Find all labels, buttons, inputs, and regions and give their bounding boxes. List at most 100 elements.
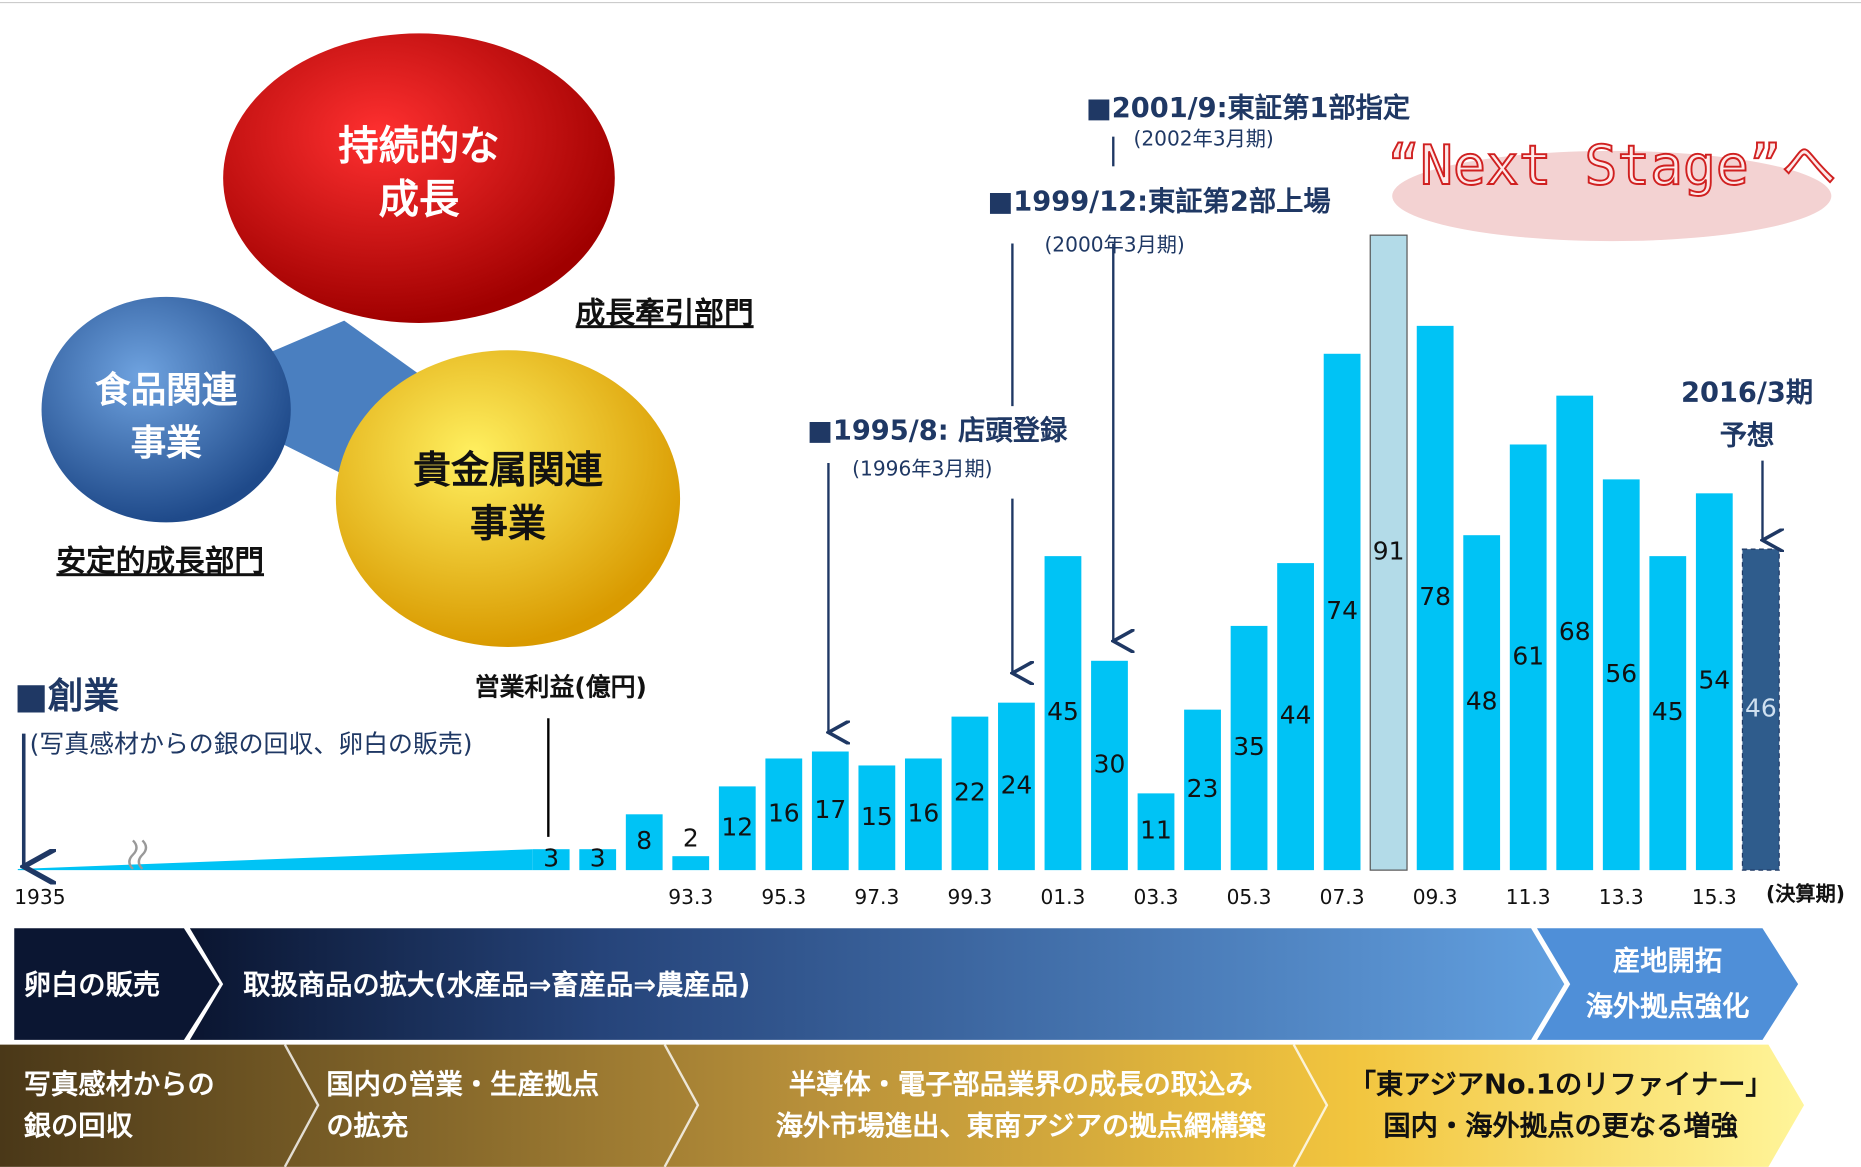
x-tick-label: 07.3 [1320, 885, 1365, 909]
x-tick-label: 09.3 [1413, 885, 1458, 909]
divider [663, 1044, 700, 1167]
band-text: 取扱商品の拡大(水産品⇒畜産品⇒農産品) [243, 969, 750, 1001]
value-label: 17 [814, 795, 846, 824]
value-label: 61 [1512, 641, 1544, 670]
value-label: 45 [1047, 697, 1079, 726]
bar [811, 751, 849, 871]
x-start-label: 1935 [14, 885, 65, 909]
bar [1230, 625, 1268, 871]
next-stage: “Next Stage”へ [1387, 133, 1836, 197]
milestone-title: 2016/3期 [1681, 378, 1813, 409]
circle-label: 成長 [379, 176, 460, 223]
division-label: 安定的成長部門 [56, 543, 264, 578]
y-label: 営業利益(億円) [475, 673, 647, 702]
band-dividers [283, 1044, 1329, 1167]
band-text: の拡充 [326, 1110, 408, 1142]
bar [1044, 556, 1082, 871]
bar [1741, 548, 1780, 871]
band-shape [14, 928, 220, 1040]
bar [532, 849, 570, 871]
value-label: 78 [1419, 582, 1451, 611]
value-label: 16 [908, 798, 940, 827]
circle-label: 持続的な [338, 123, 499, 170]
value-label: 46 [1745, 694, 1777, 723]
value-label: 11 [1140, 816, 1172, 845]
value-label: 3 [543, 843, 559, 872]
milestone-title: ■1995/8: 店頭登録 [807, 415, 1068, 447]
value-label: 8 [636, 826, 652, 855]
x-tick-label: 05.3 [1227, 885, 1272, 909]
value-label: 30 [1094, 749, 1126, 778]
value-label: 56 [1605, 659, 1637, 688]
wedge [17, 849, 533, 871]
value-label: 91 [1373, 537, 1405, 566]
x-tick-label: 95.3 [761, 885, 806, 909]
bar [765, 758, 803, 871]
bar [1463, 535, 1501, 871]
band-text: 海外拠点強化 [1586, 991, 1750, 1022]
division-label: 成長牽引部門 [576, 295, 754, 330]
circle-label: 事業 [470, 501, 546, 545]
milestone-title: ■1999/12:東証第2部上場 [987, 186, 1330, 218]
bar [904, 758, 942, 871]
value-label: 2 [683, 824, 699, 853]
x-tick-label: 03.3 [1134, 885, 1179, 909]
band-text: 卵白の販売 [24, 969, 160, 1001]
milestone-sub: 予想 [1720, 420, 1775, 451]
bar [1137, 793, 1175, 871]
band-text: 国内の営業・生産拠点 [326, 1069, 599, 1101]
milestone-sub: (1996年3月期) [852, 457, 992, 481]
value-label: 23 [1187, 774, 1219, 803]
milestone-title: ■2001/9:東証第1部指定 [1086, 92, 1411, 124]
next-stage-bg [1392, 150, 1832, 242]
value-label: 35 [1233, 732, 1265, 761]
milestone-sub: (2000年3月期) [1044, 232, 1184, 256]
bar [1277, 563, 1314, 871]
divider [283, 1044, 320, 1167]
bar [1695, 493, 1733, 871]
value-label: 45 [1652, 697, 1684, 726]
value-label: 48 [1466, 687, 1498, 716]
bar [858, 765, 896, 871]
value-label: 54 [1698, 666, 1730, 695]
band-text: 産地開拓 [1613, 945, 1722, 977]
x-tick-label: 01.3 [1041, 885, 1086, 909]
band-text: 半導体・電子部品業界の成長の取込み [789, 1069, 1253, 1101]
milestone-sub: (写真感材からの銀の回収、卵白の販売) [30, 730, 473, 759]
milestone-title: ■創業 [14, 676, 119, 717]
band-text: 写真感材からの [24, 1069, 215, 1101]
bar [625, 814, 663, 871]
bar [718, 786, 756, 871]
divider [1292, 1044, 1329, 1167]
bar [1509, 444, 1547, 871]
value-label: 3 [590, 843, 606, 872]
circle-label: 食品関連 [95, 370, 238, 411]
break-mark [128, 839, 148, 870]
x-tick-label: 15.3 [1692, 885, 1737, 909]
bar [1556, 395, 1594, 871]
x-unit: (決算期) [1766, 882, 1845, 906]
circle-label: 事業 [131, 423, 203, 464]
value-label: 24 [1001, 770, 1033, 799]
circle-food [41, 296, 291, 523]
bar [1091, 660, 1128, 871]
band-text: 銀の回収 [24, 1111, 134, 1142]
value-label: 68 [1559, 617, 1591, 646]
circles [41, 33, 681, 647]
band-shape [189, 928, 1565, 1040]
circle-metal [335, 350, 681, 647]
bar [1602, 479, 1640, 871]
value-label: 44 [1280, 701, 1312, 730]
arrows [24, 136, 1763, 867]
band-shape [1536, 928, 1799, 1040]
bar [579, 849, 617, 871]
bar [951, 716, 989, 871]
bar [998, 702, 1035, 871]
value-label: 22 [954, 777, 986, 806]
milestone-sub: (2002年3月期) [1133, 127, 1273, 151]
value-label: 74 [1326, 596, 1358, 625]
bar [672, 856, 710, 871]
band-text: 海外市場進出、東南アジアの拠点網構築 [776, 1110, 1267, 1142]
band-text: 国内・海外拠点の更なる増強 [1383, 1110, 1738, 1142]
